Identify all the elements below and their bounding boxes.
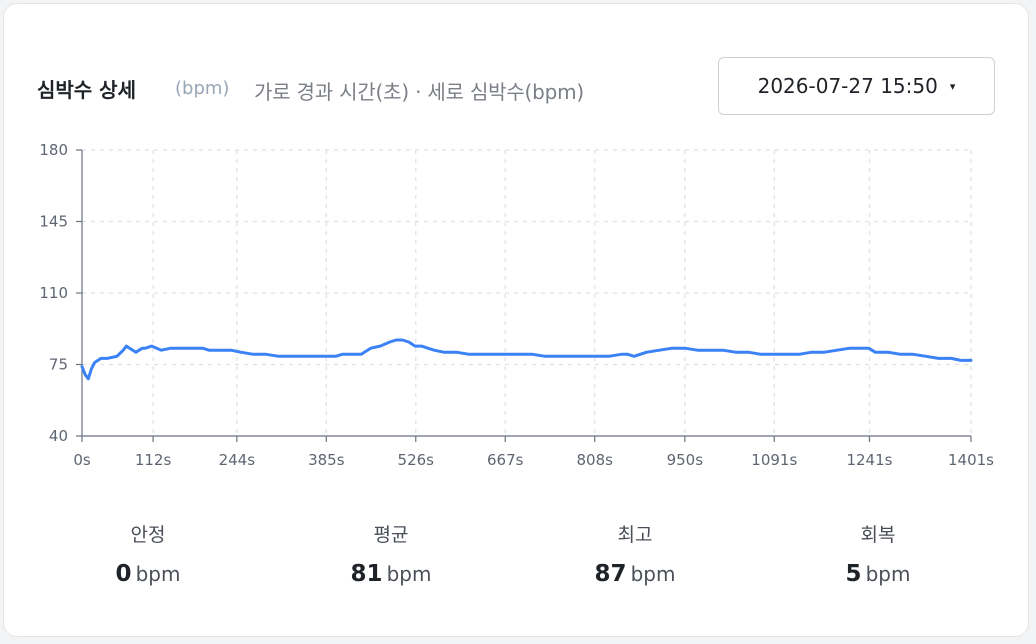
- stat-unit: bpm: [135, 562, 181, 586]
- title-unit: (bpm): [175, 78, 230, 99]
- y-axis-ticks: 40 75 110 145 180: [39, 141, 82, 445]
- stat-label: 안정: [130, 524, 166, 546]
- stat-unit: bpm: [386, 562, 432, 586]
- caret-down-icon: ▾: [949, 79, 956, 93]
- stats-row: 안정 0 bpm 평균 81 bpm 최고 87 bpm 회복 5 bpm: [0, 520, 1036, 600]
- x-tick-label: 950s: [667, 451, 704, 469]
- stat-label: 평균: [373, 524, 409, 546]
- stat-max: 최고 87 bpm: [535, 520, 735, 587]
- x-tick-label: 667s: [487, 451, 524, 469]
- stat-resting: 안정 0 bpm: [48, 520, 248, 587]
- date-time-value: 2026-07-27 15:50: [757, 74, 938, 98]
- y-tick-label: 180: [39, 141, 68, 159]
- heart-rate-card: 심박수 상세 (bpm) 가로 경과 시간(초) · 세로 심박수(bpm) 2…: [3, 3, 1029, 637]
- stat-value: 87: [594, 561, 627, 587]
- stat-unit: bpm: [630, 562, 676, 586]
- stat-average: 평균 81 bpm: [291, 520, 491, 587]
- stat-value: 5: [845, 561, 862, 587]
- y-tick-label: 40: [49, 427, 68, 445]
- grid-lines: [82, 149, 972, 436]
- y-tick-label: 110: [39, 284, 68, 302]
- x-tick-label: 244s: [219, 451, 256, 469]
- stat-value: 0: [115, 561, 132, 587]
- heart-rate-chart: 0s 112s 244s 385s 526s 667s 808s 950s 1091s 1241s…: [39, 141, 994, 469]
- stat-label: 최고: [617, 524, 653, 546]
- x-tick-label: 0s: [73, 451, 91, 469]
- heart-rate-series-line: [80, 338, 973, 381]
- series-group: [80, 338, 973, 381]
- x-tick-label: 1241s: [846, 451, 892, 469]
- x-tick-label: 1091s: [751, 451, 797, 469]
- stat-value: 81: [350, 561, 383, 587]
- stat-unit: bpm: [865, 562, 911, 586]
- y-tick-label: 75: [49, 356, 68, 374]
- stat-recovery: 회복 5 bpm: [778, 520, 978, 587]
- y-tick-label: 145: [39, 213, 68, 231]
- card-title: 심박수 상세: [37, 78, 136, 102]
- x-tick-label: 526s: [398, 451, 435, 469]
- stat-label: 회복: [860, 524, 896, 546]
- axis-description: 가로 경과 시간(초) · 세로 심박수(bpm): [254, 80, 585, 104]
- date-time-select[interactable]: 2026-07-27 15:50 ▾: [718, 57, 995, 115]
- x-tick-label: 385s: [308, 451, 345, 469]
- x-tick-label: 808s: [576, 451, 613, 469]
- x-axis-ticks: 0s 112s 244s 385s 526s 667s 808s 950s 1091s 1241s…: [73, 436, 994, 469]
- x-tick-label: 1401s: [948, 451, 994, 469]
- x-tick-label: 112s: [135, 451, 172, 469]
